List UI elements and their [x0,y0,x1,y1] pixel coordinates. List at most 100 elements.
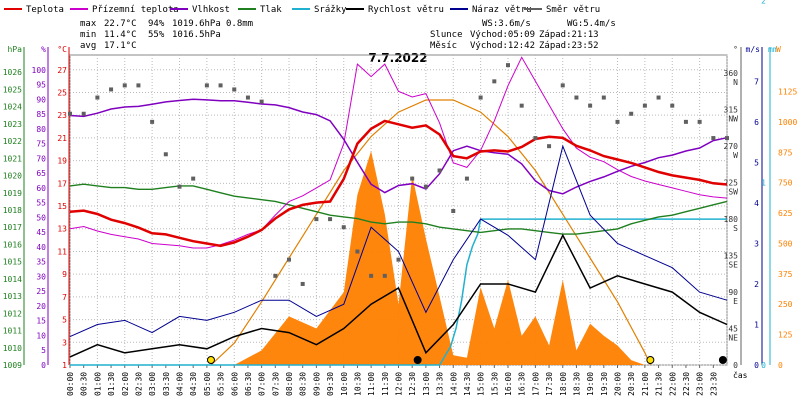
axis-tick-label: 95 [36,81,46,90]
axis-unit: ° [733,45,738,54]
wind-direction-point [711,136,716,141]
x-tick-label: 05:00 [203,372,212,396]
x-tick-label: 21:00 [641,372,650,396]
axis-tick-label: 5 [62,316,67,325]
axis-tick-label: 1009 [3,361,22,370]
x-tick-label: 09:30 [326,372,335,396]
wind-direction-point [574,95,579,100]
axis-tick-label: 315 [724,106,739,115]
x-tick-label: 15:00 [477,372,486,396]
x-tick-label: 19:00 [586,372,595,396]
solar-area [70,151,727,365]
axis-tick-label: 1012 [3,309,22,318]
axis-tick-label: 0 [761,361,766,370]
legend-label: Srážky [314,5,347,15]
wind-direction-point [629,111,634,116]
stat-avg-temp: 17.1°C [104,41,137,51]
wind-direction-point [697,119,702,124]
axis-tick-label: 55 [36,199,46,208]
wind-direction-point [725,136,729,141]
axis-tick-label: 20 [36,302,46,311]
wind-direction-point [382,273,387,278]
sunrise-text: Východ:05:09 [470,30,535,40]
axis-tick-label: 1013 [3,292,22,301]
wind-direction-point [273,273,278,278]
axis-tick-label: 500 [778,239,793,248]
axis-tick-label: 1025 [3,85,22,94]
axis-tick-label: SE [728,261,738,270]
wind-direction-point [150,119,155,124]
sunrise-marker [206,356,215,364]
axis-tick-label: 1020 [3,172,22,181]
x-tick-label: 01:30 [107,372,116,396]
axis-tick-label: 2 [754,280,759,289]
axis-tick-label: 1010 [3,344,22,353]
axis-tick-label: 75 [36,140,46,149]
axis-tick-label: 1026 [3,68,22,77]
wind-direction-point [656,95,661,100]
wind-direction-point [204,83,209,88]
x-tick-label: 10:30 [353,372,362,396]
moonrise-marker [413,356,422,364]
axis-tick-label: NE [728,334,738,343]
wind-direction-point [683,119,688,124]
axis-tick-label: 0 [41,361,46,370]
axis-tick-label: 6 [754,118,759,127]
axis-tick-label: 1014 [3,275,22,284]
axis-tick-label: 35 [36,258,46,267]
axis-tick-label: 70 [36,154,46,163]
humidity-line [69,98,728,195]
axis-tick-label: 27 [57,66,67,75]
wind-direction-point [601,95,606,100]
wind-direction-point [464,176,469,181]
x-tick-label: 07:00 [258,372,267,396]
x-tick-label: 18:30 [572,372,581,396]
x-tick-label: 10:00 [340,372,349,396]
axis-unit: % [41,45,46,54]
axis-tick-label: 90 [36,95,46,104]
moonset-text: Západ:23:52 [539,41,599,51]
wind-direction-point [670,103,675,108]
legend-label: Náraz větru [472,5,532,15]
axis-tick-label: S [733,224,738,233]
wind-direction-point [328,217,333,222]
axis-tick-label: 1 [761,179,766,188]
x-tick-label: 22:00 [668,372,677,396]
axis-tick-label: 25 [36,287,46,296]
stat-min-press: 1016.5hPa [172,30,221,40]
axis-tick-label: 7 [754,77,759,86]
x-tick-label: 21:30 [655,372,664,396]
x-tick-label: 04:00 [176,372,185,396]
axis-tick-label: 5 [754,158,759,167]
wind-direction-point [519,103,524,108]
x-tick-label: 06:00 [230,372,239,396]
axis-tick-label: 1125 [778,87,797,96]
axis-tick-label: 3 [62,338,67,347]
x-tick-label: 02:30 [134,372,143,396]
wind-direction-point [560,83,565,88]
stat-avg-label: avg [80,41,96,51]
wind-speed-info: WS:3.6m/s [482,19,531,29]
wind-direction-point [259,99,264,104]
gust-line [69,144,728,338]
wind-direction-point [423,184,428,189]
axis-tick-label: 1015 [3,258,22,267]
axis-tick-label: 1018 [3,206,22,215]
axis-tick-label: 180 [724,215,739,224]
wind-direction-point [232,87,237,92]
axis-tick-label: 1 [754,320,759,329]
moonrise-text: Východ:12:42 [470,41,535,51]
wind-direction-point [163,152,168,157]
axis-tick-label: 13 [57,225,67,234]
axis-tick-label: 1 [62,361,67,370]
wind-direction-point [533,136,538,141]
plot-area: 1009101010111012101310141015101610171018… [3,0,798,396]
temperature-line [69,119,728,248]
wind-direction-point [287,257,291,262]
axis-tick-label: E [733,297,738,306]
x-tick-label: 18:00 [559,372,568,396]
wind-direction-point [95,95,100,100]
x-tick-label: 17:00 [531,372,540,396]
sunset-text: Západ:21:13 [539,30,599,40]
